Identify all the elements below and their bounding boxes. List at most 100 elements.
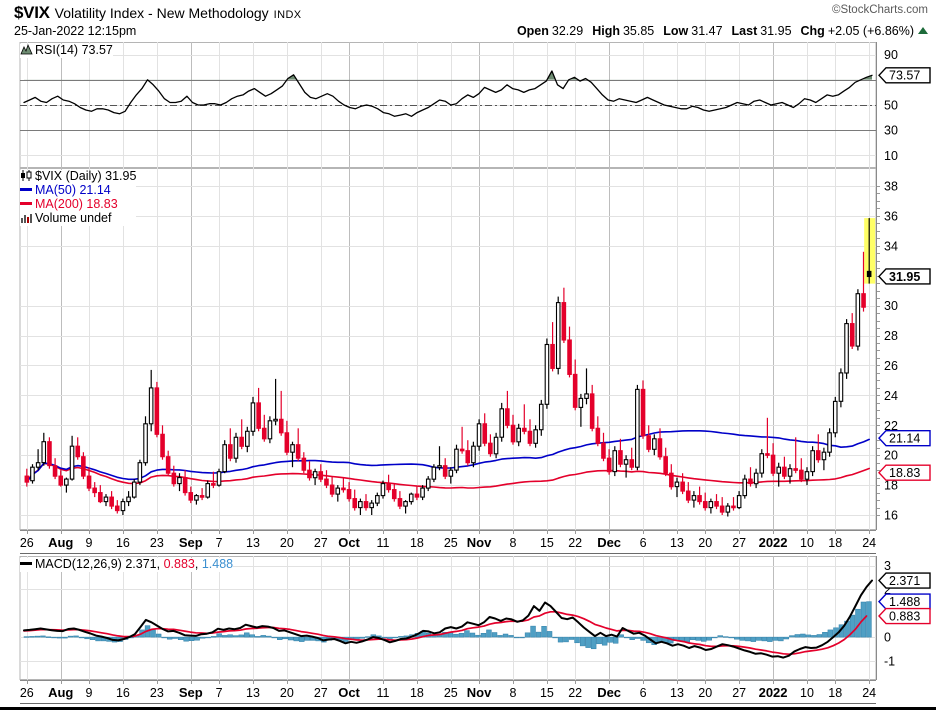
copyright-notice: ©StockCharts.com: [832, 4, 928, 16]
svg-text:24: 24: [884, 389, 898, 403]
svg-text:9: 9: [86, 536, 93, 550]
macd-panel: 3 2 0 -1 2.371 1.488 0.883: [14, 556, 936, 680]
symbol-ticker: $VIX: [14, 3, 50, 22]
svg-text:18: 18: [410, 536, 424, 550]
svg-text:18: 18: [828, 536, 842, 550]
svg-text:7: 7: [216, 536, 223, 550]
quote-datetime: 25-Jan-2022 12:15pm: [14, 24, 137, 38]
svg-text:27: 27: [314, 686, 328, 700]
svg-text:26: 26: [20, 536, 34, 550]
svg-text:13: 13: [246, 686, 260, 700]
high-value: 35.85: [622, 24, 655, 38]
x-axis-upper: 26 Aug 9 16 23 Sep 7 13 20 27 Oct 11 18 25 Nov 8 15 22 Dec…: [14, 530, 936, 556]
svg-text:30: 30: [884, 124, 898, 138]
svg-text:18: 18: [884, 479, 898, 493]
svg-text:10: 10: [884, 149, 898, 163]
svg-text:90: 90: [884, 48, 898, 62]
svg-text:6: 6: [640, 536, 647, 550]
svg-text:Dec: Dec: [597, 535, 621, 550]
svg-text:27: 27: [732, 536, 746, 550]
up-arrow-icon: [918, 27, 928, 34]
svg-text:8: 8: [510, 536, 517, 550]
svg-text:11: 11: [376, 536, 389, 550]
svg-text:25: 25: [444, 686, 458, 700]
svg-text:50: 50: [884, 99, 898, 113]
svg-text:8: 8: [510, 686, 517, 700]
svg-text:28: 28: [884, 329, 898, 343]
svg-text:16: 16: [116, 686, 130, 700]
svg-text:22: 22: [568, 686, 582, 700]
rsi-plot[interactable]: 90 50 30 10 73.57: [14, 42, 936, 168]
svg-text:15: 15: [540, 536, 554, 550]
symbol-asset-class: INDX: [273, 9, 302, 21]
svg-text:16: 16: [116, 536, 130, 550]
svg-text:36: 36: [884, 209, 898, 223]
svg-text:24: 24: [862, 536, 876, 550]
svg-text:20: 20: [884, 449, 898, 463]
svg-text:34: 34: [884, 239, 898, 253]
chg-value: +2.05 (+6.86%): [827, 24, 914, 38]
copyright-icon: ©: [831, 4, 841, 16]
svg-text:13: 13: [246, 536, 260, 550]
low-label: Low: [663, 24, 689, 38]
svg-text:38: 38: [884, 179, 898, 193]
svg-text:13: 13: [670, 686, 684, 700]
price-plot[interactable]: 38 36 34 30 28 26 24 22 20 18 16 31.95 21.14 18.83: [14, 168, 936, 530]
x-axis-upper-labels: 26 Aug 9 16 23 Sep 7 13 20 27 Oct 11 18 25 Nov 8 15 22 Dec…: [20, 530, 876, 554]
svg-text:2: 2: [884, 583, 891, 597]
svg-text:20: 20: [280, 686, 294, 700]
svg-text:15: 15: [540, 686, 554, 700]
svg-text:27: 27: [732, 686, 746, 700]
x-axis-lower-labels: 26 Aug 9 16 23 Sep 7 13 20 27 Oct 11 18 25 Nov 8 15 22 Dec…: [20, 680, 876, 704]
svg-text:18: 18: [828, 686, 842, 700]
svg-text:7: 7: [216, 686, 223, 700]
svg-text:Dec: Dec: [597, 685, 621, 700]
svg-text:10: 10: [800, 686, 814, 700]
symbol-name: Volatility Index - New Methodology: [54, 5, 269, 21]
svg-text:22: 22: [568, 536, 582, 550]
svg-text:3: 3: [884, 559, 891, 573]
svg-text:0.883: 0.883: [889, 609, 920, 623]
svg-text:Nov: Nov: [467, 535, 492, 550]
svg-text:18: 18: [410, 686, 424, 700]
svg-text:Nov: Nov: [467, 685, 492, 700]
svg-text:Oct: Oct: [338, 685, 360, 700]
svg-text:-1: -1: [884, 654, 895, 668]
svg-text:23: 23: [150, 686, 164, 700]
svg-text:9: 9: [86, 686, 93, 700]
svg-text:26: 26: [884, 359, 898, 373]
svg-text:2022: 2022: [759, 685, 788, 700]
chg-label: Chg: [800, 24, 825, 38]
open-value: 32.29: [551, 24, 584, 38]
copyright-text: StockCharts.com: [840, 4, 928, 16]
high-label: High: [592, 24, 620, 38]
svg-text:73.57: 73.57: [889, 69, 920, 83]
svg-text:13: 13: [670, 536, 684, 550]
open-label: Open: [516, 24, 549, 38]
svg-text:Aug: Aug: [48, 685, 73, 700]
svg-text:10: 10: [800, 536, 814, 550]
svg-text:6: 6: [640, 686, 647, 700]
chart-header: $VIX Volatility Index - New Methodology IN…: [0, 0, 936, 40]
quote-summary-bar: Open 32.29 High 35.85 Low 31.47 Last 31.95 Chg +2…: [517, 24, 928, 38]
svg-text:1.488: 1.488: [889, 595, 920, 609]
svg-text:16: 16: [884, 509, 898, 523]
svg-text:24: 24: [862, 686, 876, 700]
svg-text:Oct: Oct: [338, 535, 360, 550]
svg-text:20: 20: [698, 686, 712, 700]
svg-text:2022: 2022: [759, 535, 788, 550]
last-label: Last: [731, 24, 758, 38]
symbol-title-line: $VIX Volatility Index - New Methodology IN…: [14, 3, 302, 23]
svg-text:Aug: Aug: [48, 535, 73, 550]
svg-text:31.95: 31.95: [889, 270, 920, 284]
last-value: 31.95: [760, 24, 792, 38]
svg-text:18.83: 18.83: [889, 466, 920, 480]
svg-text:27: 27: [314, 536, 328, 550]
svg-text:0: 0: [884, 631, 891, 645]
svg-text:21.14: 21.14: [889, 431, 920, 445]
svg-text:Sep: Sep: [179, 535, 203, 550]
svg-text:30: 30: [884, 299, 898, 313]
rsi-panel: 90 50 30 10 73.57: [14, 42, 936, 168]
